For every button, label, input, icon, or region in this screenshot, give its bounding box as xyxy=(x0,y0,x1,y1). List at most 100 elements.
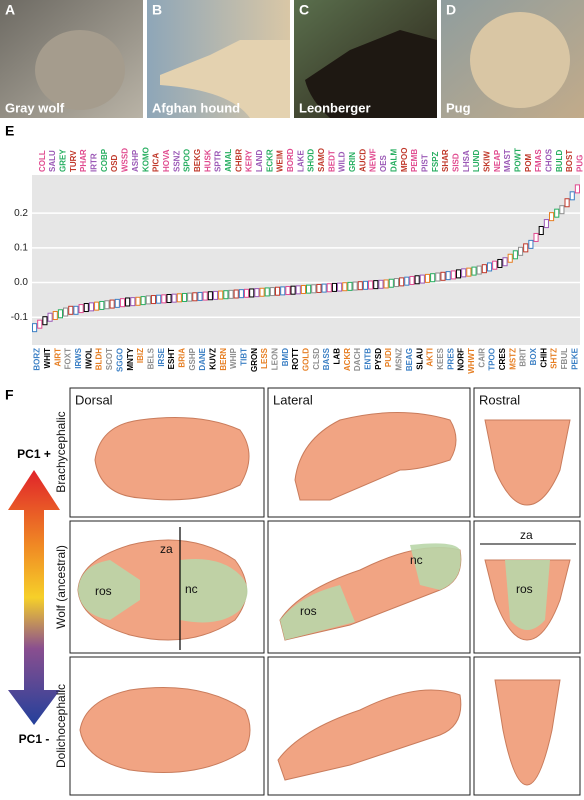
category-label: GSHP xyxy=(188,347,197,370)
category-label: TURV xyxy=(69,150,78,172)
region-ros xyxy=(505,560,550,630)
category-label: GRIN xyxy=(348,152,357,172)
box xyxy=(290,285,296,295)
box xyxy=(171,293,177,303)
category-label: IRWS xyxy=(74,347,83,368)
axis-label: PC1 - xyxy=(19,732,50,746)
skull-lateral xyxy=(277,689,462,781)
box xyxy=(533,232,539,242)
box xyxy=(574,184,580,194)
view-label: Rostral xyxy=(479,392,520,407)
category-label: WSSD xyxy=(121,148,130,172)
box xyxy=(331,282,338,292)
box xyxy=(145,295,151,305)
box xyxy=(507,253,513,263)
view-label: Dorsal xyxy=(75,392,113,407)
box xyxy=(104,300,110,310)
box xyxy=(135,296,141,306)
category-label: FBUL xyxy=(560,348,569,369)
wolf-head xyxy=(35,30,125,110)
category-label: KERY xyxy=(245,149,254,172)
region-label: nc xyxy=(410,553,423,567)
category-label: MAST xyxy=(503,149,512,172)
panel-letter: E xyxy=(5,123,14,139)
box xyxy=(88,302,95,312)
box xyxy=(295,285,301,295)
category-label: LAKE xyxy=(296,150,305,172)
category-label: BRIA xyxy=(177,348,186,368)
category-label: WHIP xyxy=(229,347,238,369)
box xyxy=(119,298,126,308)
box xyxy=(326,283,332,293)
photo-label: Leonberger xyxy=(299,100,371,115)
box xyxy=(357,281,363,291)
region-label: ros xyxy=(300,604,317,618)
hound-head xyxy=(160,40,290,118)
pc1-arrow xyxy=(8,470,60,725)
category-label: FSPZ xyxy=(431,151,440,172)
box xyxy=(228,289,234,299)
box xyxy=(362,280,369,290)
category-label: COBP xyxy=(100,148,109,172)
box xyxy=(114,298,120,308)
box xyxy=(497,258,503,268)
box xyxy=(337,282,343,292)
category-label: WILD xyxy=(338,151,347,172)
box xyxy=(311,284,317,294)
region-nc xyxy=(410,543,461,590)
category-label: SHOD xyxy=(307,149,316,172)
box xyxy=(212,290,219,300)
box xyxy=(445,271,451,281)
box xyxy=(274,286,281,296)
box xyxy=(512,250,518,260)
panel-letter: F xyxy=(5,387,14,403)
panel-letter: B xyxy=(152,2,162,18)
category-label: HOVA xyxy=(162,149,171,172)
category-label: BELS xyxy=(146,347,155,369)
category-label: SISD xyxy=(451,153,460,172)
box xyxy=(176,293,182,303)
region-ros xyxy=(280,585,355,640)
category-label: IBIZ xyxy=(136,348,145,363)
box xyxy=(461,268,467,278)
category-label: PYSD xyxy=(374,348,383,370)
box xyxy=(383,279,389,289)
axis-label: PC1 + xyxy=(17,447,51,461)
category-label: IWOL xyxy=(84,348,93,369)
box xyxy=(99,300,105,310)
box xyxy=(440,271,446,281)
y-tick-label: -0.1 xyxy=(11,312,29,323)
category-label: IRSE xyxy=(157,347,166,366)
category-label: SAMO xyxy=(317,148,326,172)
box xyxy=(409,275,415,285)
box xyxy=(486,262,493,272)
category-label: BERN xyxy=(219,348,228,371)
photo-label: Gray wolf xyxy=(5,100,65,115)
category-label: OES xyxy=(379,154,388,172)
box xyxy=(32,323,38,333)
box xyxy=(166,294,172,304)
box xyxy=(42,316,48,326)
box xyxy=(125,297,131,307)
category-label: POWT xyxy=(513,148,522,172)
box xyxy=(280,286,286,296)
box xyxy=(342,282,348,292)
category-label: BOX xyxy=(529,347,538,365)
box-chart: -0.1 0.0 0.1 0.2 BORZ COLL WHIT SALU AIRT GREY FOX… xyxy=(11,147,584,374)
box xyxy=(78,304,84,314)
category-label: PUG xyxy=(576,155,584,172)
skull-lateral xyxy=(294,412,457,501)
box xyxy=(37,319,43,329)
box xyxy=(481,264,487,274)
category-label: DACH xyxy=(353,348,362,371)
category-label: GOLD xyxy=(302,348,311,371)
skull-dorsal xyxy=(94,417,250,501)
category-label: OSD xyxy=(110,154,119,172)
category-label: PEMB xyxy=(410,149,419,172)
view-label: Lateral xyxy=(273,392,313,407)
category-label: PICA xyxy=(152,153,161,172)
category-label: WEIM xyxy=(276,150,285,172)
box xyxy=(466,267,472,277)
box xyxy=(238,289,244,299)
box xyxy=(83,303,89,313)
